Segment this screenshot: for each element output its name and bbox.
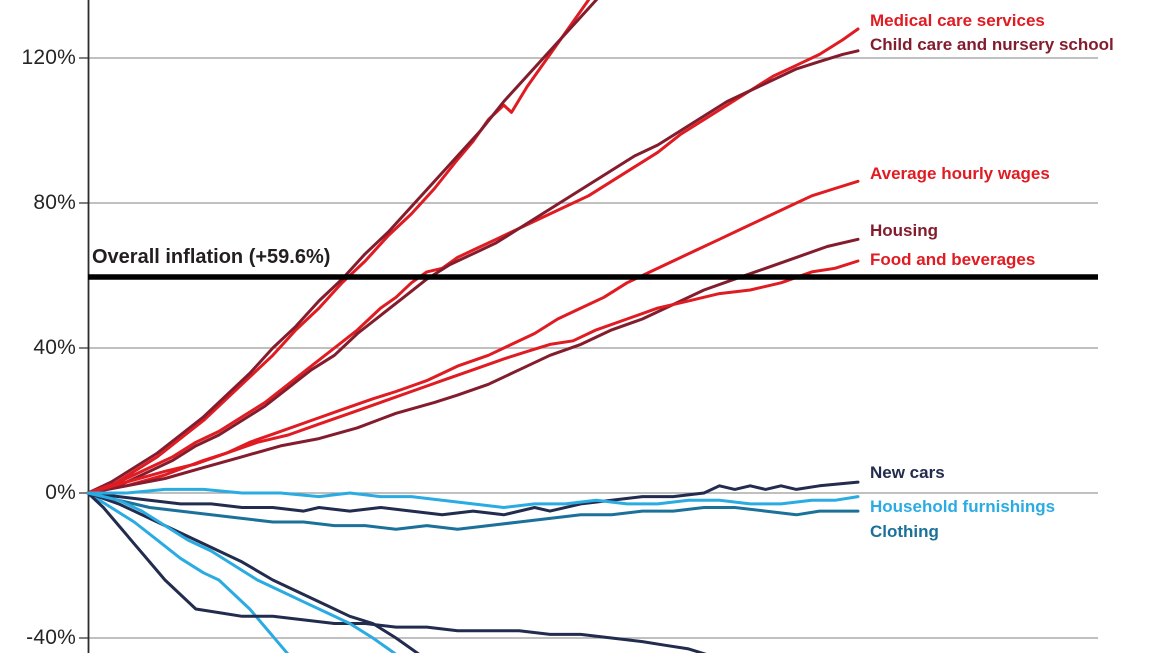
- series-line-cropped-top-red: [86, 0, 591, 495]
- series-label-new-cars: New cars: [870, 463, 945, 482]
- series-line-medical-care-services: [86, 27, 860, 495]
- series-line-cropped-bottom-navy-long: [86, 491, 707, 653]
- series-label-average-hourly-wages: Average hourly wages: [870, 164, 1050, 183]
- series-label-food-and-beverages: Food and beverages: [870, 250, 1036, 269]
- series-line-clothing: [86, 491, 860, 531]
- series-line-cropped-bottom-navy-mid: [86, 491, 420, 653]
- series-line-cropped-bottom-cyan-steep: [86, 491, 290, 653]
- series-label-child-care-nursery-school: Child care and nursery school: [870, 35, 1114, 54]
- series-label-medical-care-services: Medical care services: [870, 11, 1045, 30]
- y-tick-label-80: 80%: [33, 191, 76, 214]
- series-line-cropped-bottom-cyan-mid: [86, 491, 397, 653]
- series-line-new-cars: [86, 480, 860, 517]
- overall-inflation-label: Overall inflation (+59.6%): [92, 245, 331, 268]
- y-tick-label--40: -40%: [26, 626, 76, 649]
- y-tick-label-40: 40%: [33, 336, 76, 359]
- series-line-child-care-nursery-school: [86, 49, 860, 495]
- series-line-average-hourly-wages: [86, 179, 860, 495]
- series-label-clothing: Clothing: [870, 522, 939, 541]
- series-label-household-furnishings: Household furnishings: [870, 497, 1056, 516]
- series-line-food-and-beverages: [86, 259, 860, 495]
- y-tick-label-120: 120%: [21, 46, 76, 69]
- series-label-housing: Housing: [870, 221, 938, 240]
- series-line-cropped-top-maroon: [86, 0, 599, 495]
- series-line-household-furnishings: [86, 487, 860, 509]
- y-tick-label-0: 0%: [45, 481, 76, 504]
